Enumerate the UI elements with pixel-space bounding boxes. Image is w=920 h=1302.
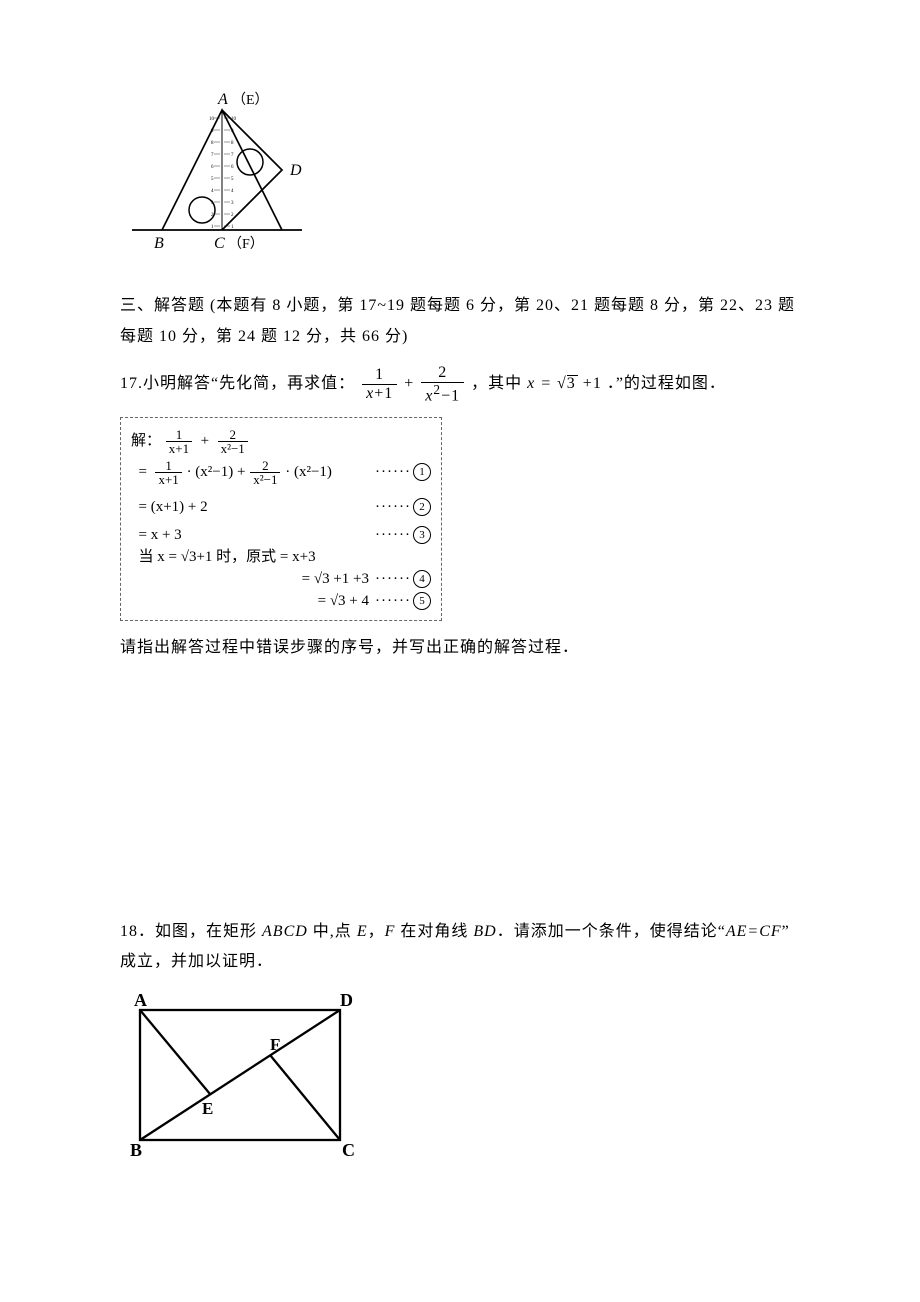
wf1d: x+1 xyxy=(166,442,192,455)
wf1n: 1 xyxy=(166,428,192,442)
q18-f: F xyxy=(385,923,396,940)
rect-label-C: C xyxy=(342,1140,355,1160)
label-D: D xyxy=(289,162,302,179)
q17-stem: 17.小明解答“先化简，再求值： 1 x+1 + 2 x2−1 ，其中 x = … xyxy=(120,364,805,405)
dots2: ······ xyxy=(375,498,411,516)
rect-label-A: A xyxy=(134,990,147,1010)
step-4: 4 xyxy=(413,570,431,588)
plus-sign: + xyxy=(404,375,414,392)
wf2n: 2 xyxy=(218,428,248,442)
frac1-den: x+1 xyxy=(362,385,397,403)
l4b: = √3 +1 +3 xyxy=(302,571,369,587)
q18-c: ， xyxy=(368,923,385,940)
wf2d: x²−1 xyxy=(218,442,248,455)
l2: = (x+1) + 2 xyxy=(139,499,208,515)
svg-text:10: 10 xyxy=(231,117,237,122)
svg-text:3: 3 xyxy=(231,201,234,206)
svg-text:10: 10 xyxy=(209,117,215,122)
blank-answer-space xyxy=(120,675,805,905)
q18-e2: ．请添加一个条件，使得结论“ xyxy=(497,923,726,940)
rect-label-D: D xyxy=(340,990,353,1010)
l1tail: · (x²−1) xyxy=(285,464,332,480)
q18-e: E xyxy=(357,923,368,940)
step-3: 3 xyxy=(413,526,431,544)
frac1-den-x: x xyxy=(366,385,374,402)
svg-text:9: 9 xyxy=(211,129,214,134)
q18-stem: 18．如图，在矩形 ABCD 中,点 E，F 在对角线 BD．请添加一个条件，使… xyxy=(120,917,805,978)
q17-pre: 17.小明解答“先化简，再求值： xyxy=(120,375,355,392)
q18-b: 中,点 xyxy=(308,923,357,940)
svg-text:7: 7 xyxy=(211,153,214,158)
dots4: ······ xyxy=(375,570,411,588)
rect-label-F: F xyxy=(270,1035,280,1054)
rect-label-E: E xyxy=(202,1099,213,1118)
step-2: 2 xyxy=(413,498,431,516)
svg-text:6: 6 xyxy=(211,165,214,170)
frac2-num: 2 xyxy=(421,364,464,383)
svg-text:8: 8 xyxy=(211,141,214,146)
q17-frac2: 2 x2−1 xyxy=(421,364,464,405)
step-1: 1 xyxy=(413,463,431,481)
figure-rectangle-abcd: A D B C E F xyxy=(120,990,805,1171)
plus1: +1 xyxy=(578,375,602,392)
label-B: B xyxy=(154,235,164,252)
label-E: （E） xyxy=(232,92,269,108)
svg-text:5: 5 xyxy=(231,177,234,182)
l1mid: · (x²−1) + xyxy=(187,464,250,480)
x-eq: x = xyxy=(527,375,557,392)
work-line3: = x + 3 ······ 3 xyxy=(131,518,431,546)
label-C: C xyxy=(214,235,225,252)
q17-mid: ，其中 xyxy=(471,375,527,392)
work-line1: = 1x+1 · (x²−1) + 2x²−1 · (x²−1) ······ … xyxy=(131,457,431,488)
label-F: （F） xyxy=(228,236,264,252)
svg-text:5: 5 xyxy=(211,177,214,182)
work-line4a: 当 x = √3+1 时，原式 = x+3 xyxy=(131,546,431,568)
q18-d: 在对角线 xyxy=(395,923,473,940)
step-5: 5 xyxy=(413,592,431,610)
l1f1n: 1 xyxy=(155,459,181,473)
work-header: 解： xyxy=(131,433,161,449)
svg-text:4: 4 xyxy=(231,189,234,194)
q17-frac1: 1 x+1 xyxy=(362,366,397,402)
l3: = x + 3 xyxy=(139,527,182,543)
q17-tail: 请指出解答过程中错误步骤的序号，并写出正确的解答过程． xyxy=(120,633,805,663)
q17-work-box: 解： 1x+1 + 2x²−1 = 1x+1 · (x²−1) + 2x²−1 … xyxy=(120,417,442,621)
work-line0: 解： 1x+1 + 2x²−1 xyxy=(131,426,431,457)
work-line2: = (x+1) + 2 ······ 2 xyxy=(131,488,431,518)
section-3-header: 三、解答题 (本题有 8 小题，第 17~19 题每题 6 分，第 20、21 … xyxy=(120,291,805,352)
svg-text:7: 7 xyxy=(231,153,234,158)
l1f1d: x+1 xyxy=(155,473,181,486)
work-line5: = √3 + 4 ······ 5 xyxy=(131,590,431,612)
frac1-num: 1 xyxy=(362,366,397,385)
dots5: ······ xyxy=(375,592,411,610)
svg-text:4: 4 xyxy=(211,189,214,194)
frac2-den-b: −1 xyxy=(441,387,460,404)
l4a: 当 x = √3+1 时，原式 = x+3 xyxy=(139,549,316,565)
svg-text:8: 8 xyxy=(231,141,234,146)
label-A: A xyxy=(217,91,228,108)
frac2-den: x2−1 xyxy=(421,383,464,405)
sqrt-3: 3 xyxy=(567,375,578,392)
dots3: ······ xyxy=(375,526,411,544)
l1f2n: 2 xyxy=(250,459,280,473)
dots1: ······ xyxy=(375,463,411,481)
work-line4b: = √3 +1 +3 ······ 4 xyxy=(131,568,431,590)
sqrt-sym: √ xyxy=(557,375,567,392)
frac1-den-b: +1 xyxy=(374,385,393,402)
q18-bd: BD xyxy=(473,923,496,940)
q18-a: 18．如图，在矩形 xyxy=(120,923,262,940)
q18-aecf: AE=CF xyxy=(726,923,782,940)
l5: = √3 + 4 xyxy=(318,593,369,609)
rect-label-B: B xyxy=(130,1140,142,1160)
frac2-den-sup: 2 xyxy=(433,382,441,397)
figure-triangle-acd: 109876 54321 109876 54321 A （E） D B C （F… xyxy=(132,90,805,271)
q18-abcd: ABCD xyxy=(262,923,308,940)
svg-text:6: 6 xyxy=(231,165,234,170)
q17-post: ．”的过程如图． xyxy=(607,375,726,392)
l1f2d: x²−1 xyxy=(250,473,280,486)
